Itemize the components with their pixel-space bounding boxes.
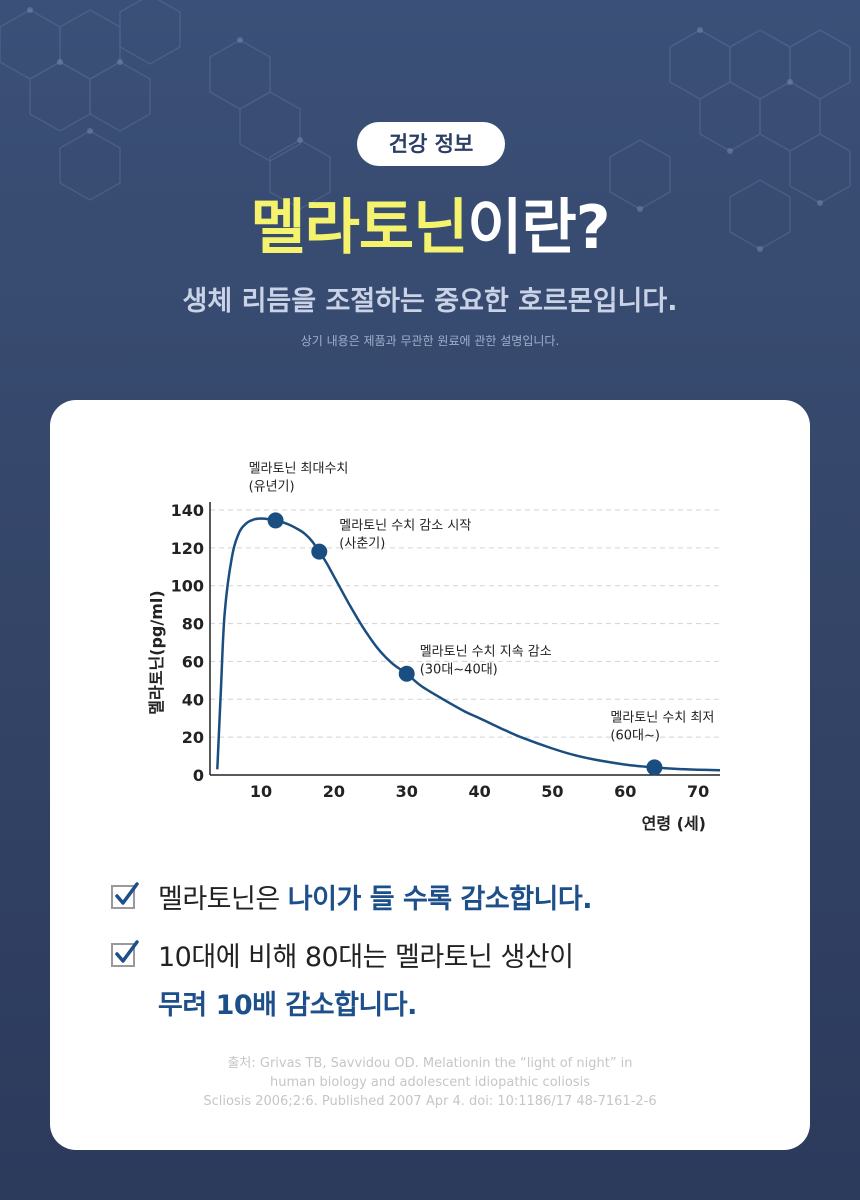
checkbox-check-icon: [111, 940, 139, 967]
y-axis-label: 멜라토닌(pg/ml): [147, 590, 166, 714]
melatonin-age-chart: 0 20 40 60 80 100 120 140 10 20 30 40 50 60 70 연령 (세) 멜라…: [147, 461, 721, 833]
info-card: 0 20 40 60 80 100 120 140 10 20 30 40 50 60 70 연령 (세) 멜라…: [50, 400, 810, 1150]
x-tick-label: 10: [250, 782, 272, 801]
y-tick-label: 40: [182, 690, 204, 709]
checkbox-check-icon: [111, 882, 139, 909]
point-label-sub: (사춘기): [339, 537, 385, 552]
checklist-item-1: 멜라토닌은 나이가 들 수록 감소합니다.: [110, 876, 750, 924]
point-label: 멜라토닌 수치 지속 감소: [420, 645, 552, 660]
page-subtitle: 생체 리듬을 조절하는 중요한 호르몬입니다.: [182, 286, 678, 317]
x-tick-label: 40: [468, 782, 490, 801]
checklist-text-1: 멜라토닌은 나이가 들 수록 감소합니다.: [158, 876, 758, 924]
point-label-sub: (60대~): [610, 728, 660, 743]
point-label-sub: (유년기): [249, 479, 295, 494]
hexagon-pattern: [0, 0, 851, 252]
checklist-text-1-emphasis: 나이가 들 수록 감소합니다.: [287, 884, 593, 915]
x-axis-label: 연령 (세): [642, 814, 706, 833]
point-label-sub: (30대~40대): [420, 663, 498, 678]
y-tick-label: 20: [182, 728, 204, 747]
page-title: 멜라토닌이란?: [0, 186, 860, 270]
highlight-point: [311, 543, 328, 560]
y-tick-label: 140: [171, 501, 204, 520]
checklist-text-1-normal: 멜라토닌은: [158, 884, 288, 915]
highlight-point: [646, 759, 663, 776]
highlight-point: [398, 665, 415, 682]
melatonin-curve: [216, 517, 721, 772]
x-tick-label: 30: [396, 782, 418, 801]
checklist-text-2-normal: 10대에 비해 80대는 멜라토닌 생산이: [158, 942, 574, 973]
title-rest: 이란?: [467, 193, 610, 263]
source-line-3: Scliosis 2006;2:6. Published 2007 Apr 4.…: [203, 1094, 657, 1109]
disclaimer-note: 상기 내용은 제품과 무관한 원료에 관한 설명입니다.: [300, 334, 560, 348]
checklist-item-2: 10대에 비해 80대는 멜라토닌 생산이 무려 10배 감소합니다.: [110, 934, 750, 1030]
y-tick-label: 0: [193, 766, 204, 785]
source-citation: 출처: Grivas TB, Savvidou OD. Melationin t…: [50, 1054, 810, 1111]
y-tick-label: 80: [182, 615, 204, 634]
source-line-2: human biology and adolescent idiopathic …: [269, 1075, 590, 1090]
x-tick-label: 70: [687, 782, 709, 801]
point-label: 멜라토닌 수치 최저: [610, 710, 714, 725]
point-label: 멜라토닌 수치 감소 시작: [339, 519, 471, 534]
y-tick-label: 60: [182, 652, 204, 671]
title-highlight: 멜라토닌: [250, 193, 468, 263]
x-tick-label: 20: [323, 782, 345, 801]
checklist-text-2: 10대에 비해 80대는 멜라토닌 생산이 무려 10배 감소합니다.: [158, 934, 758, 1030]
health-info-badge: 건강 정보: [357, 122, 505, 166]
x-tick-label: 60: [614, 782, 636, 801]
point-label: 멜라토닌 최대수치: [249, 461, 349, 476]
y-tick-label: 100: [171, 577, 204, 596]
checklist-text-2-emphasis: 무려 10배 감소합니다.: [158, 990, 417, 1021]
x-tick-label: 50: [541, 782, 563, 801]
highlight-point: [267, 512, 284, 529]
source-line-1: 출처: Grivas TB, Savvidou OD. Melationin t…: [227, 1056, 633, 1071]
y-tick-label: 120: [171, 539, 204, 558]
